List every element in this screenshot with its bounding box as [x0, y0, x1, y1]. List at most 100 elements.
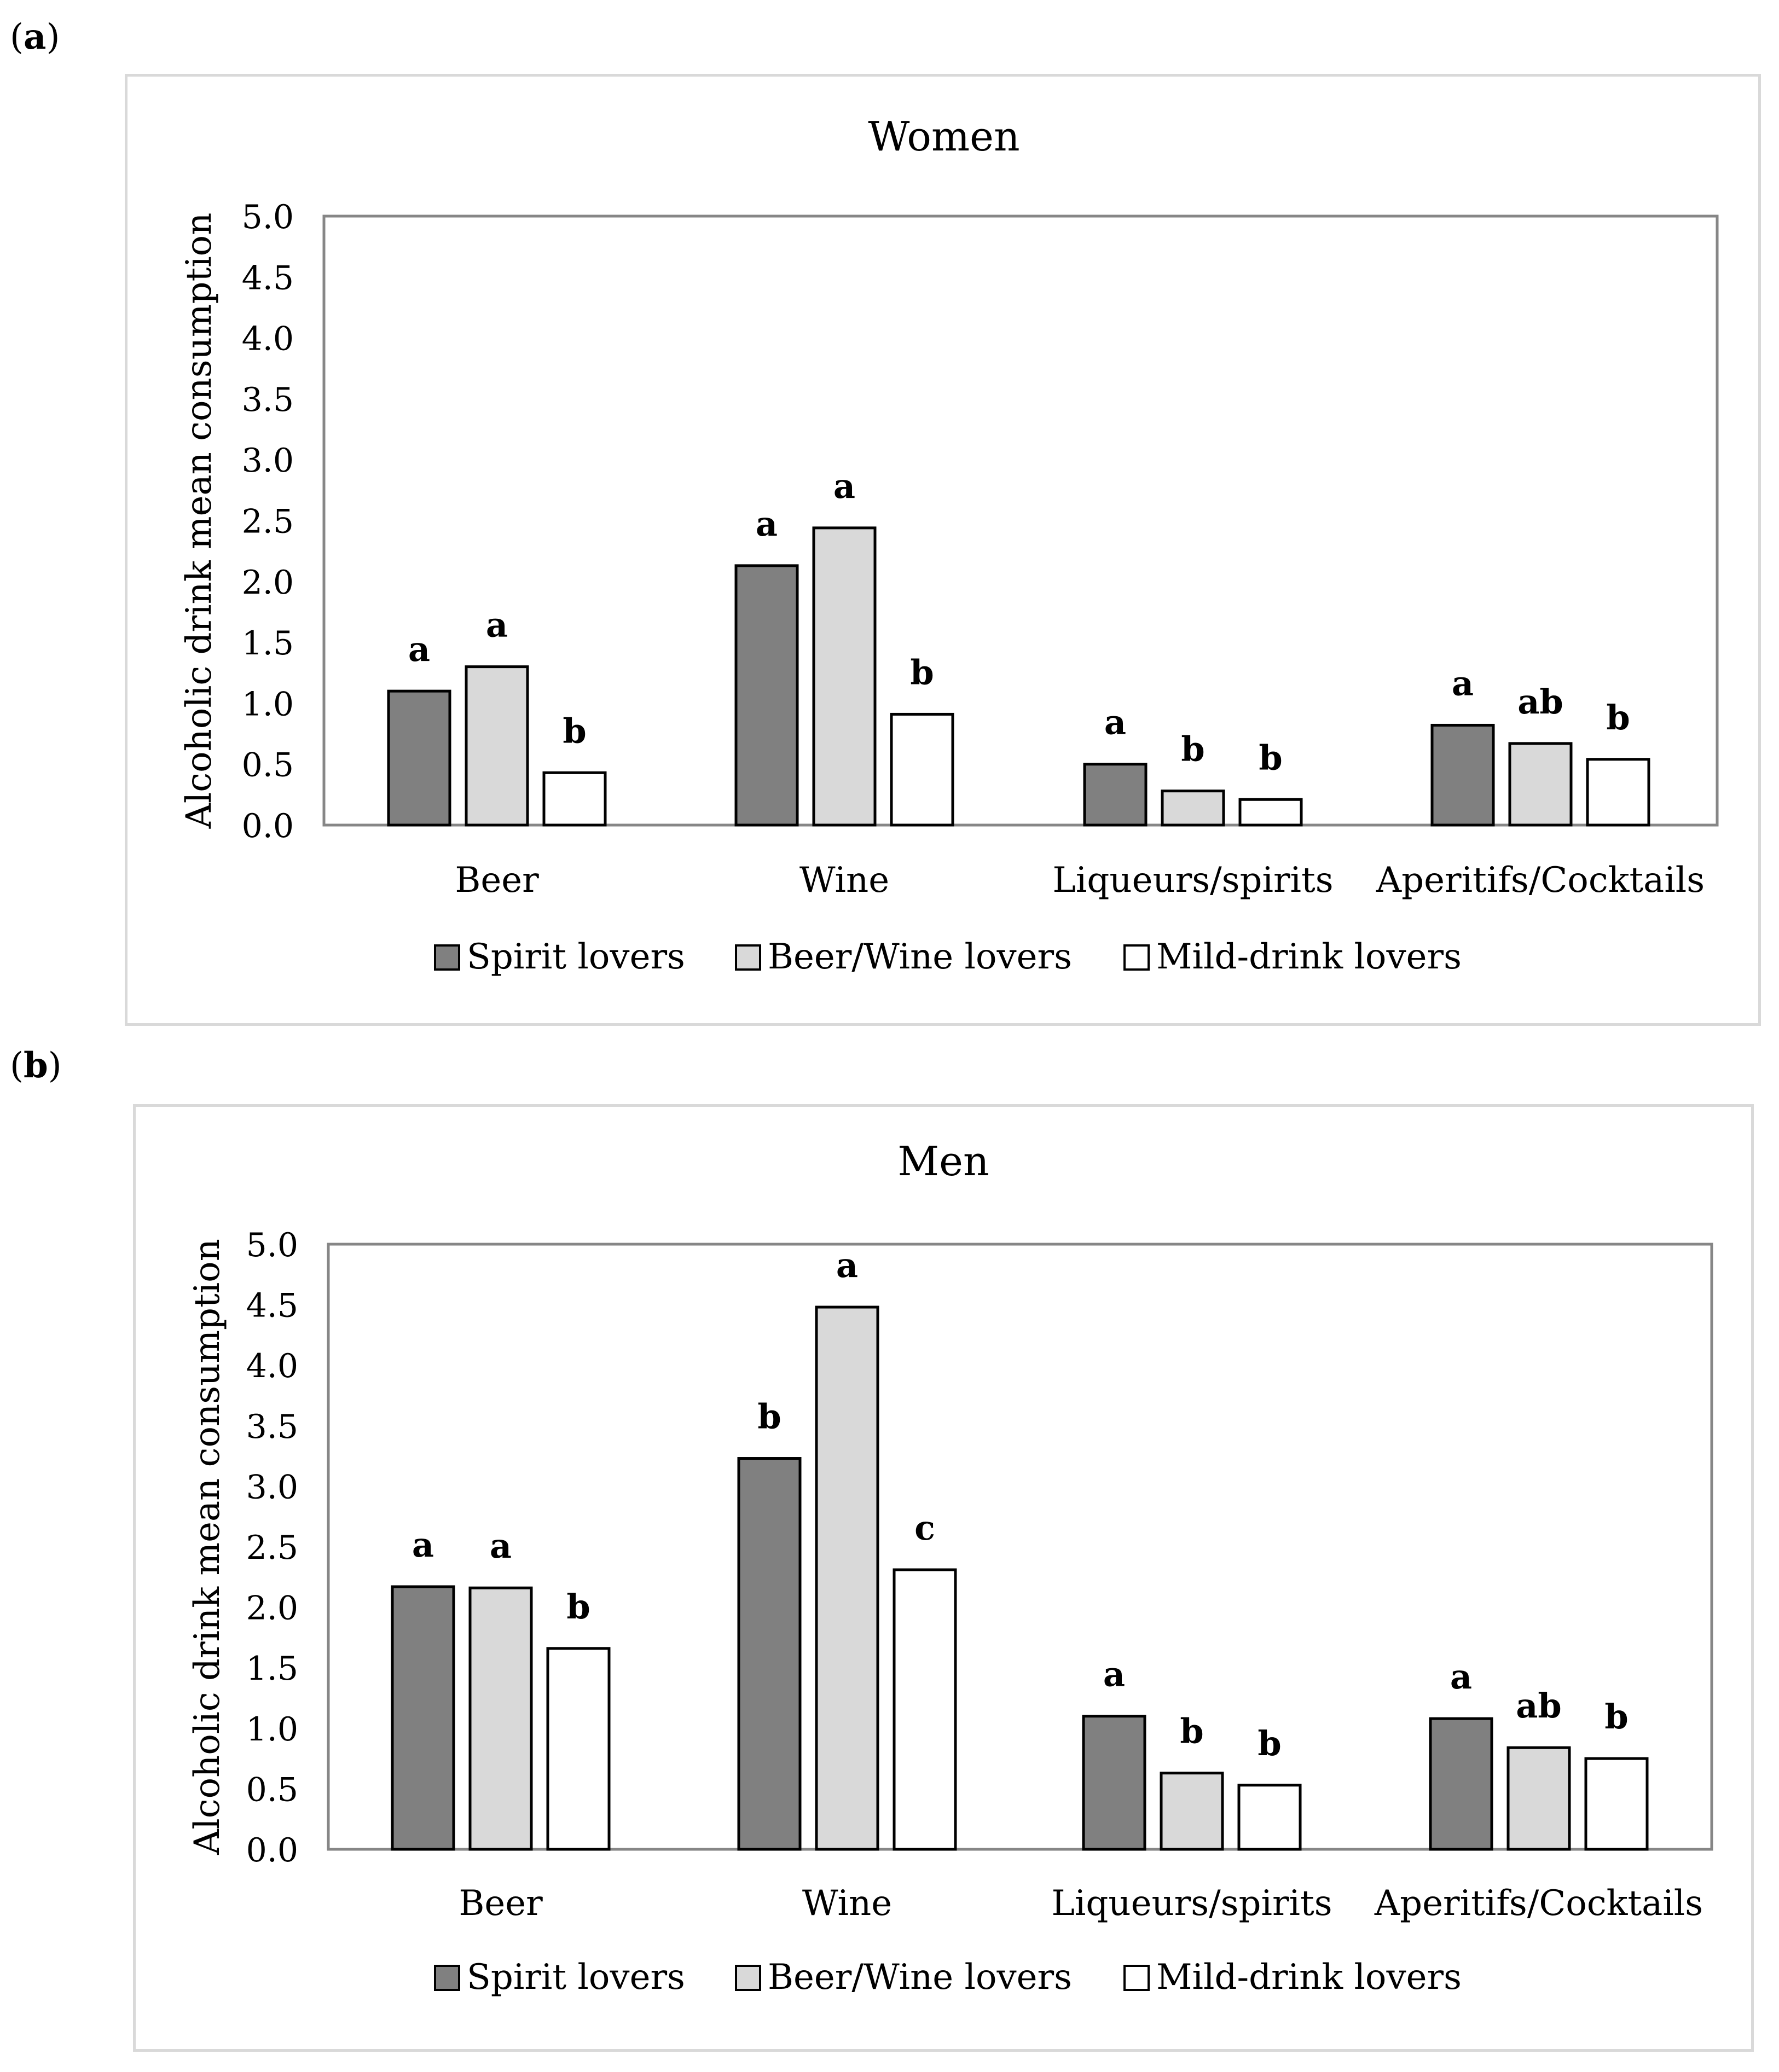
- legend-label: Spirit lovers: [467, 937, 685, 977]
- x-category-label: Wine: [802, 1883, 892, 1924]
- y-tick-label: 2.0: [246, 1589, 298, 1628]
- chart-title: Women: [868, 113, 1019, 160]
- bar: [815, 1305, 879, 1851]
- x-category-label: Aperitifs/Cocktails: [1374, 1883, 1703, 1924]
- bar: [737, 1457, 802, 1851]
- y-tick-label: 1.0: [246, 1710, 298, 1749]
- significance-letter: a: [756, 504, 778, 544]
- legend-label: Beer/Wine lovers: [768, 1957, 1072, 1998]
- legend-label: Spirit lovers: [467, 1957, 685, 1998]
- bar: [468, 1586, 533, 1851]
- y-tick-label: 3.5: [246, 1408, 298, 1446]
- legend-label: Beer/Wine lovers: [768, 937, 1072, 977]
- y-tick-label: 0.5: [242, 746, 294, 785]
- significance-letter: b: [1606, 698, 1630, 738]
- y-tick-label: 1.5: [242, 624, 294, 663]
- y-tick-label: 0.0: [246, 1831, 298, 1870]
- y-tick-label: 4.5: [246, 1287, 298, 1325]
- x-category-label: Beer: [455, 860, 539, 901]
- legend-swatch: [434, 1965, 460, 1991]
- bar: [1508, 742, 1573, 827]
- chart-title: Men: [897, 1138, 989, 1185]
- legend-label: Mild-drink lovers: [1156, 1957, 1462, 1998]
- significance-letter: a: [1452, 663, 1474, 703]
- bar: [1160, 1772, 1224, 1851]
- panel-label-b: (b): [10, 1045, 62, 1086]
- significance-letter: a: [408, 629, 430, 669]
- y-tick-label: 0.5: [246, 1771, 298, 1809]
- y-tick-label: 2.5: [246, 1529, 298, 1567]
- y-tick-label: 3.0: [246, 1468, 298, 1506]
- significance-letter: b: [1259, 738, 1282, 777]
- bar: [546, 1647, 611, 1851]
- significance-letter: b: [757, 1397, 781, 1437]
- significance-letter: a: [490, 1526, 512, 1566]
- significance-letter: b: [1604, 1697, 1628, 1737]
- legend-label: Mild-drink lovers: [1156, 937, 1462, 977]
- y-tick-label: 2.5: [242, 503, 294, 541]
- y-axis-label: Alcoholic drink mean consumption: [179, 213, 219, 829]
- y-tick-label: 5.0: [242, 198, 294, 236]
- bar: [893, 1568, 957, 1851]
- bar: [1584, 1757, 1649, 1851]
- y-axis-label: Alcoholic drink mean consumption: [187, 1239, 228, 1855]
- significance-letter: b: [1180, 1711, 1203, 1751]
- x-category-label: Aperitifs/Cocktails: [1376, 860, 1705, 901]
- x-category-label: Liqueurs/spirits: [1052, 860, 1333, 901]
- bar: [1429, 1717, 1493, 1851]
- significance-letter: a: [412, 1525, 434, 1565]
- chart-men: Men Alcoholic drink mean consumption 0.0 0.…: [187, 1138, 1713, 1998]
- y-tick-label: 0.0: [242, 807, 294, 845]
- y-tick-label: 4.0: [242, 320, 294, 358]
- significance-letter: b: [563, 711, 586, 751]
- significance-letter: b: [1181, 729, 1204, 769]
- significance-letter: b: [910, 652, 934, 692]
- bar: [734, 564, 799, 827]
- legend-swatch: [735, 1965, 761, 1991]
- significance-letter: ab: [1517, 682, 1563, 722]
- legend-swatch: [1123, 1965, 1150, 1991]
- significance-letter: c: [914, 1508, 935, 1548]
- bar: [890, 712, 954, 827]
- y-tick-label: 1.0: [242, 685, 294, 723]
- bar: [1082, 1715, 1146, 1851]
- y-tick-label: 1.5: [246, 1650, 298, 1688]
- significance-letter: a: [486, 605, 508, 645]
- bar: [1430, 723, 1495, 827]
- x-category-label: Liqueurs/spirits: [1051, 1883, 1332, 1924]
- plot-area-border: [327, 1243, 1713, 1851]
- significance-letter: a: [1450, 1657, 1472, 1697]
- significance-letter: a: [836, 1245, 858, 1285]
- bar: [1238, 798, 1303, 827]
- chart-frame-women: [125, 74, 1761, 1026]
- bar: [465, 665, 529, 827]
- significance-letter: b: [566, 1587, 590, 1627]
- bar: [391, 1585, 455, 1851]
- y-tick-label: 3.0: [242, 442, 294, 480]
- y-tick-label: 2.0: [242, 564, 294, 602]
- y-tick-label: 4.0: [246, 1347, 298, 1385]
- x-category-label: Beer: [459, 1883, 543, 1924]
- bar: [1237, 1784, 1302, 1851]
- y-tick-label: 4.5: [242, 259, 294, 297]
- x-category-label: Wine: [799, 860, 889, 901]
- bar: [542, 771, 607, 827]
- legend-swatch: [735, 944, 761, 971]
- chart-frame-men: [133, 1104, 1754, 2052]
- panel-label-a: (a): [10, 16, 60, 57]
- bar: [1161, 790, 1225, 827]
- bar: [812, 526, 877, 827]
- bar: [1506, 1746, 1571, 1851]
- bar: [1083, 763, 1148, 827]
- significance-letter: a: [1103, 1655, 1125, 1694]
- legend-swatch: [1123, 944, 1150, 971]
- bar: [1586, 758, 1650, 827]
- bar: [387, 689, 451, 827]
- legend-swatch: [434, 944, 460, 971]
- plot-area-border: [322, 214, 1719, 827]
- y-tick-label: 5.0: [246, 1226, 298, 1264]
- significance-letter: a: [833, 466, 855, 506]
- y-tick-label: 3.5: [242, 381, 294, 419]
- significance-letter: b: [1258, 1723, 1281, 1763]
- significance-letter: ab: [1516, 1686, 1562, 1726]
